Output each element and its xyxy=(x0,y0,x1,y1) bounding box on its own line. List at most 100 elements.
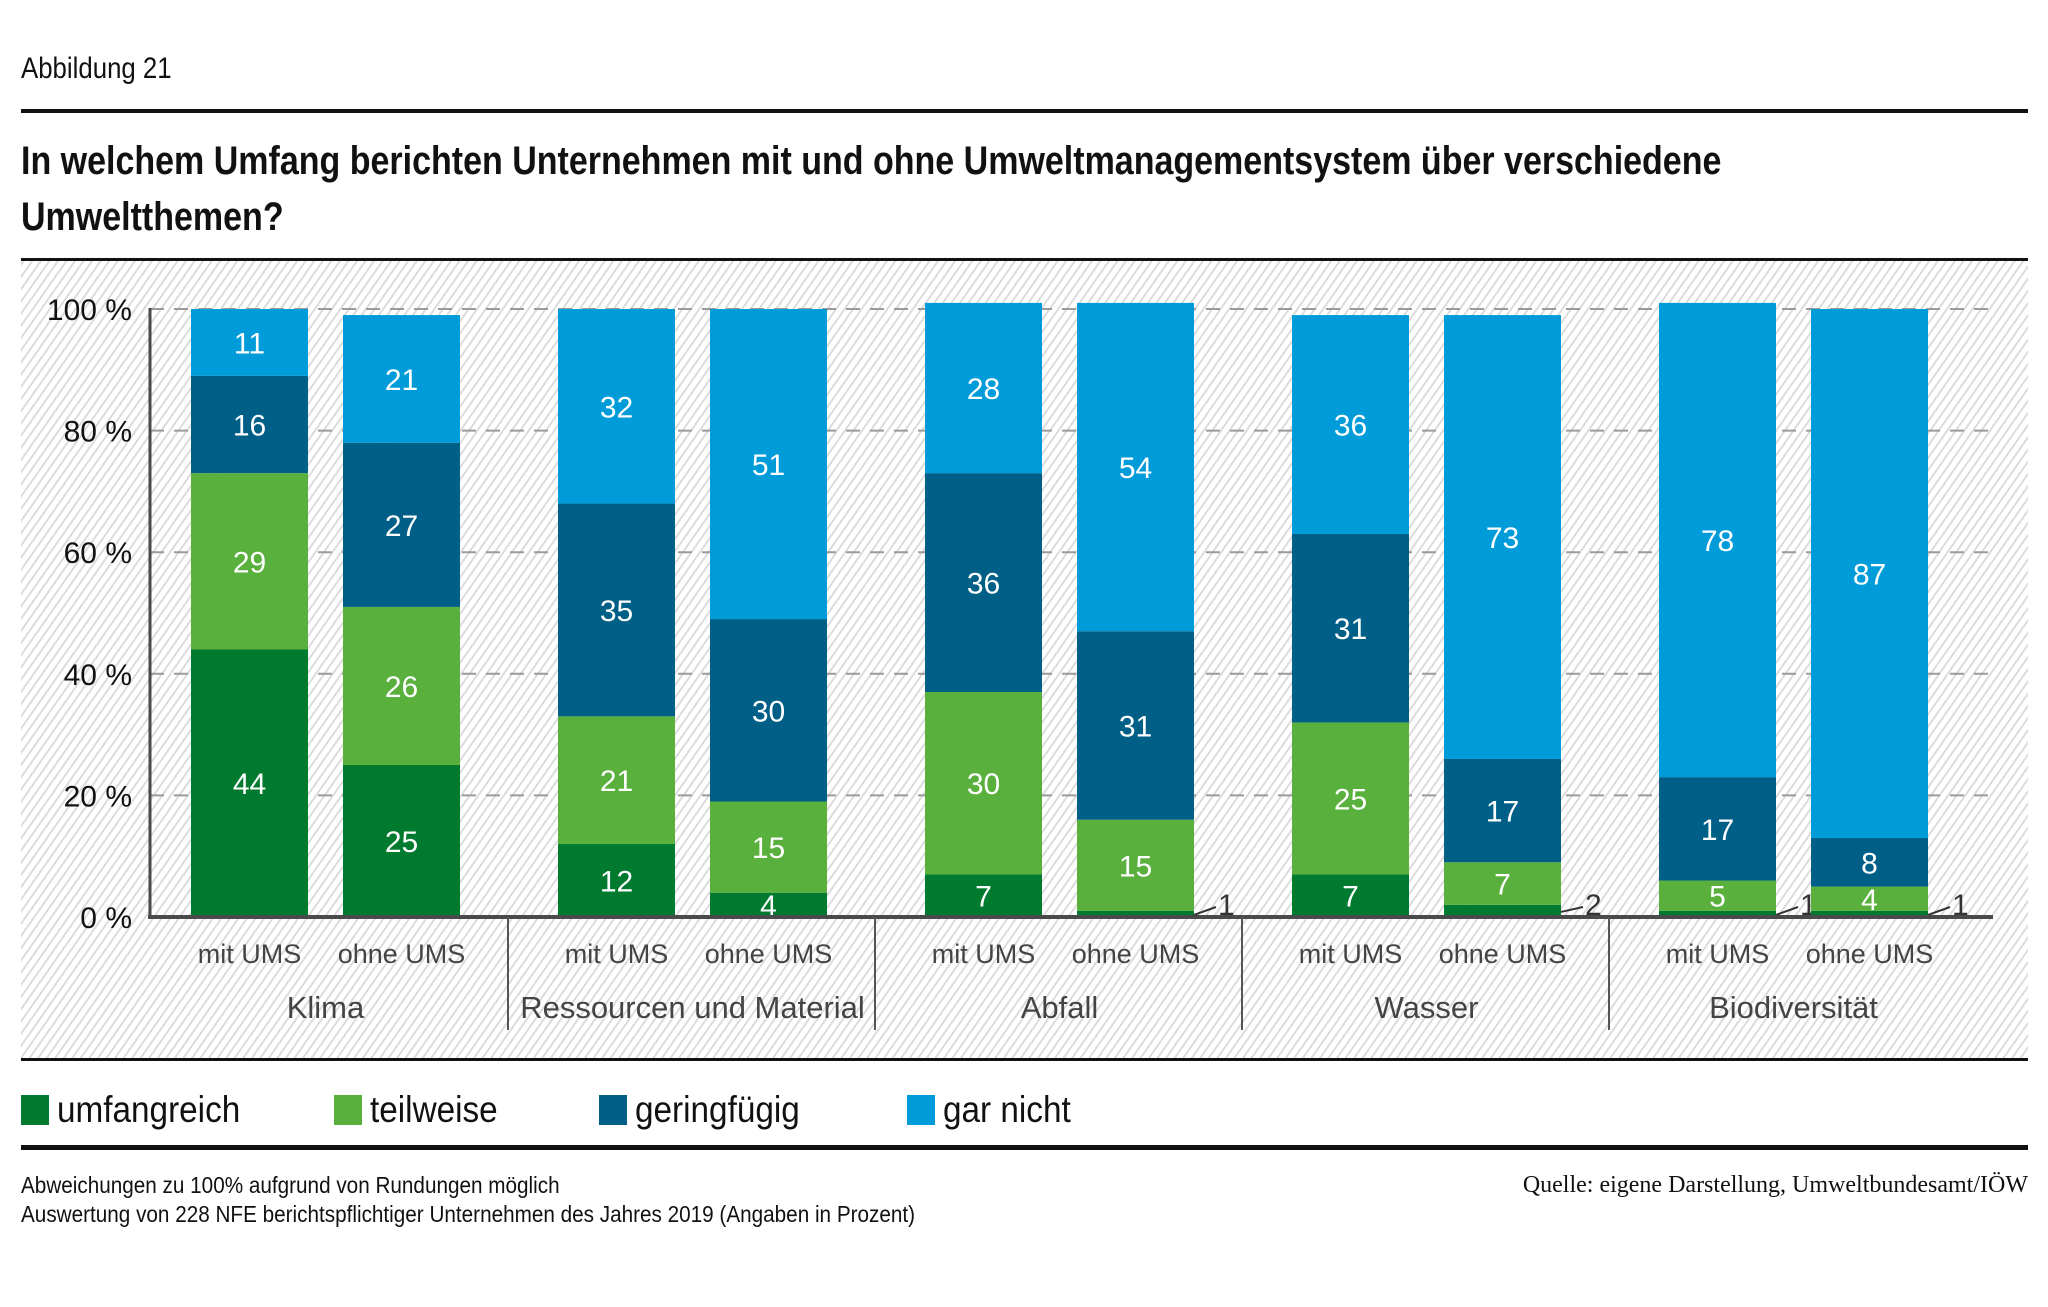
data-label: 51 xyxy=(752,449,785,482)
bar-segment-umfangreich xyxy=(558,844,675,917)
data-label: 7 xyxy=(1494,869,1511,902)
data-label: 8 xyxy=(1861,847,1878,880)
y-tick-label: 60 % xyxy=(64,537,132,570)
data-label: 31 xyxy=(1334,613,1367,646)
data-label: 16 xyxy=(233,410,266,443)
bar-segment-umfangreich xyxy=(343,765,460,917)
bar-segment-umfangreich xyxy=(191,649,308,917)
data-label-outside: 1 xyxy=(1218,889,1235,922)
x-tick-label: ohne UMS xyxy=(338,939,466,969)
bar-segment-umfangreich xyxy=(1292,874,1409,917)
data-label: 73 xyxy=(1486,522,1519,555)
bar-segment-teilweise xyxy=(925,692,1042,875)
bar-segment-geringfügig xyxy=(1292,533,1409,723)
x-tick-label: mit UMS xyxy=(198,939,302,969)
bar-segment-gar-nicht xyxy=(925,302,1042,474)
data-label: 7 xyxy=(1342,881,1359,914)
y-tick-label: 100 % xyxy=(47,294,132,327)
data-label: 30 xyxy=(967,768,1000,801)
bar-segment-geringfügig xyxy=(1659,777,1776,881)
bar-segment-umfangreich xyxy=(925,874,1042,917)
bar-segment-teilweise xyxy=(191,473,308,650)
group-label: Biodiversität xyxy=(1709,990,1878,1025)
data-label: 30 xyxy=(752,695,785,728)
data-label-outside: 2 xyxy=(1585,889,1602,922)
x-tick-label: mit UMS xyxy=(565,939,669,969)
x-tick-label: ohne UMS xyxy=(705,939,833,969)
x-tick-label: mit UMS xyxy=(932,939,1036,969)
chart-title-line-1: In welchem Umfang berichten Unternehmen … xyxy=(21,139,1722,183)
legend-swatch xyxy=(334,1095,362,1125)
x-tick-label: mit UMS xyxy=(1666,939,1770,969)
bar-segment-teilweise xyxy=(710,801,827,893)
bar-segment-geringfügig xyxy=(558,503,675,717)
chart-area: 0 % 20 % 40 % 60 % 80 % 100 % 44 29 16 11 25 26 27 21… xyxy=(21,261,2028,1058)
bar-segment-geringfügig xyxy=(191,375,308,474)
source-note: Quelle: eigene Darstellung, Umweltbundes… xyxy=(1522,1172,2028,1198)
data-label: 12 xyxy=(600,866,633,899)
bar-segment-gar-nicht xyxy=(343,315,460,443)
legend-swatch xyxy=(599,1095,627,1125)
bar-segment-teilweise xyxy=(343,606,460,765)
group-label: Klima xyxy=(287,990,365,1025)
bar-segment-teilweise xyxy=(1077,819,1194,911)
leader-line xyxy=(1927,906,1951,916)
legend-label: gar nicht xyxy=(943,1089,1071,1130)
data-label: 31 xyxy=(1119,710,1152,743)
data-label: 15 xyxy=(752,832,785,865)
legend-item: teilweise xyxy=(334,1085,512,1135)
bar-segment-geringfügig xyxy=(925,473,1042,693)
data-label: 25 xyxy=(1334,783,1367,816)
data-label: 87 xyxy=(1853,558,1886,591)
bar-segment-teilweise xyxy=(1444,862,1561,905)
data-label: 17 xyxy=(1486,796,1519,829)
data-label: 78 xyxy=(1701,525,1734,558)
legend: umfangreich teilweise geringfügig gar nicht xyxy=(21,1085,2021,1135)
data-label: 27 xyxy=(385,510,418,543)
legend-label: teilweise xyxy=(370,1089,498,1130)
bar-segment-umfangreich xyxy=(1077,910,1194,917)
bar-segment-teilweise xyxy=(1292,722,1409,875)
leader-line xyxy=(1775,906,1799,916)
chart-title-line-2: Umweltthemen? xyxy=(21,195,284,239)
x-tick-label: ohne UMS xyxy=(1439,939,1567,969)
y-tick-label: 20 % xyxy=(64,780,132,813)
data-label: 54 xyxy=(1119,452,1152,485)
bar-segment-geringfügig xyxy=(710,619,827,802)
x-tick-label: mit UMS xyxy=(1299,939,1403,969)
footnote-sample: Auswertung von 228 NFE berichtspflichtig… xyxy=(21,1201,916,1227)
data-label: 36 xyxy=(967,568,1000,601)
bar-segment-teilweise xyxy=(1811,886,1928,911)
data-label: 26 xyxy=(385,671,418,704)
bar-segment-gar-nicht xyxy=(710,309,827,620)
bar-segment-teilweise xyxy=(1659,880,1776,911)
data-label: 36 xyxy=(1334,410,1367,443)
bar-segment-teilweise xyxy=(558,716,675,845)
legend-label: geringfügig xyxy=(635,1089,800,1130)
footnote-rounding: Abweichungen zu 100% aufgrund von Rundun… xyxy=(21,1172,560,1198)
legend-swatch xyxy=(21,1095,49,1125)
y-tick-label: 80 % xyxy=(64,416,132,449)
data-label: 29 xyxy=(233,546,266,579)
bar-segment-gar-nicht xyxy=(1811,309,1928,838)
data-label: 7 xyxy=(975,881,992,914)
bar-segment-umfangreich xyxy=(1811,910,1928,917)
stacked-bar-chart: 0 %20 %40 %60 %80 %100 %4429161125262721… xyxy=(47,294,1993,1030)
data-label: 11 xyxy=(234,327,265,360)
legend-item: geringfügig xyxy=(599,1085,818,1135)
bar-segment-gar-nicht xyxy=(191,309,308,376)
group-label: Ressourcen und Material xyxy=(520,990,865,1025)
data-label: 21 xyxy=(385,364,418,397)
data-label: 44 xyxy=(233,768,266,801)
group-label: Abfall xyxy=(1021,990,1099,1025)
bar-segment-geringfügig xyxy=(1077,631,1194,820)
data-label: 21 xyxy=(600,765,633,798)
bar-segment-umfangreich xyxy=(1659,910,1776,917)
legend-rule xyxy=(21,1145,2028,1150)
legend-item: umfangreich xyxy=(21,1085,261,1135)
legend-label: umfangreich xyxy=(57,1089,241,1130)
data-label: 4 xyxy=(1861,884,1878,917)
data-label-outside: 1 xyxy=(1952,889,1969,922)
data-label: 15 xyxy=(1119,850,1152,883)
leader-line xyxy=(1193,906,1217,916)
